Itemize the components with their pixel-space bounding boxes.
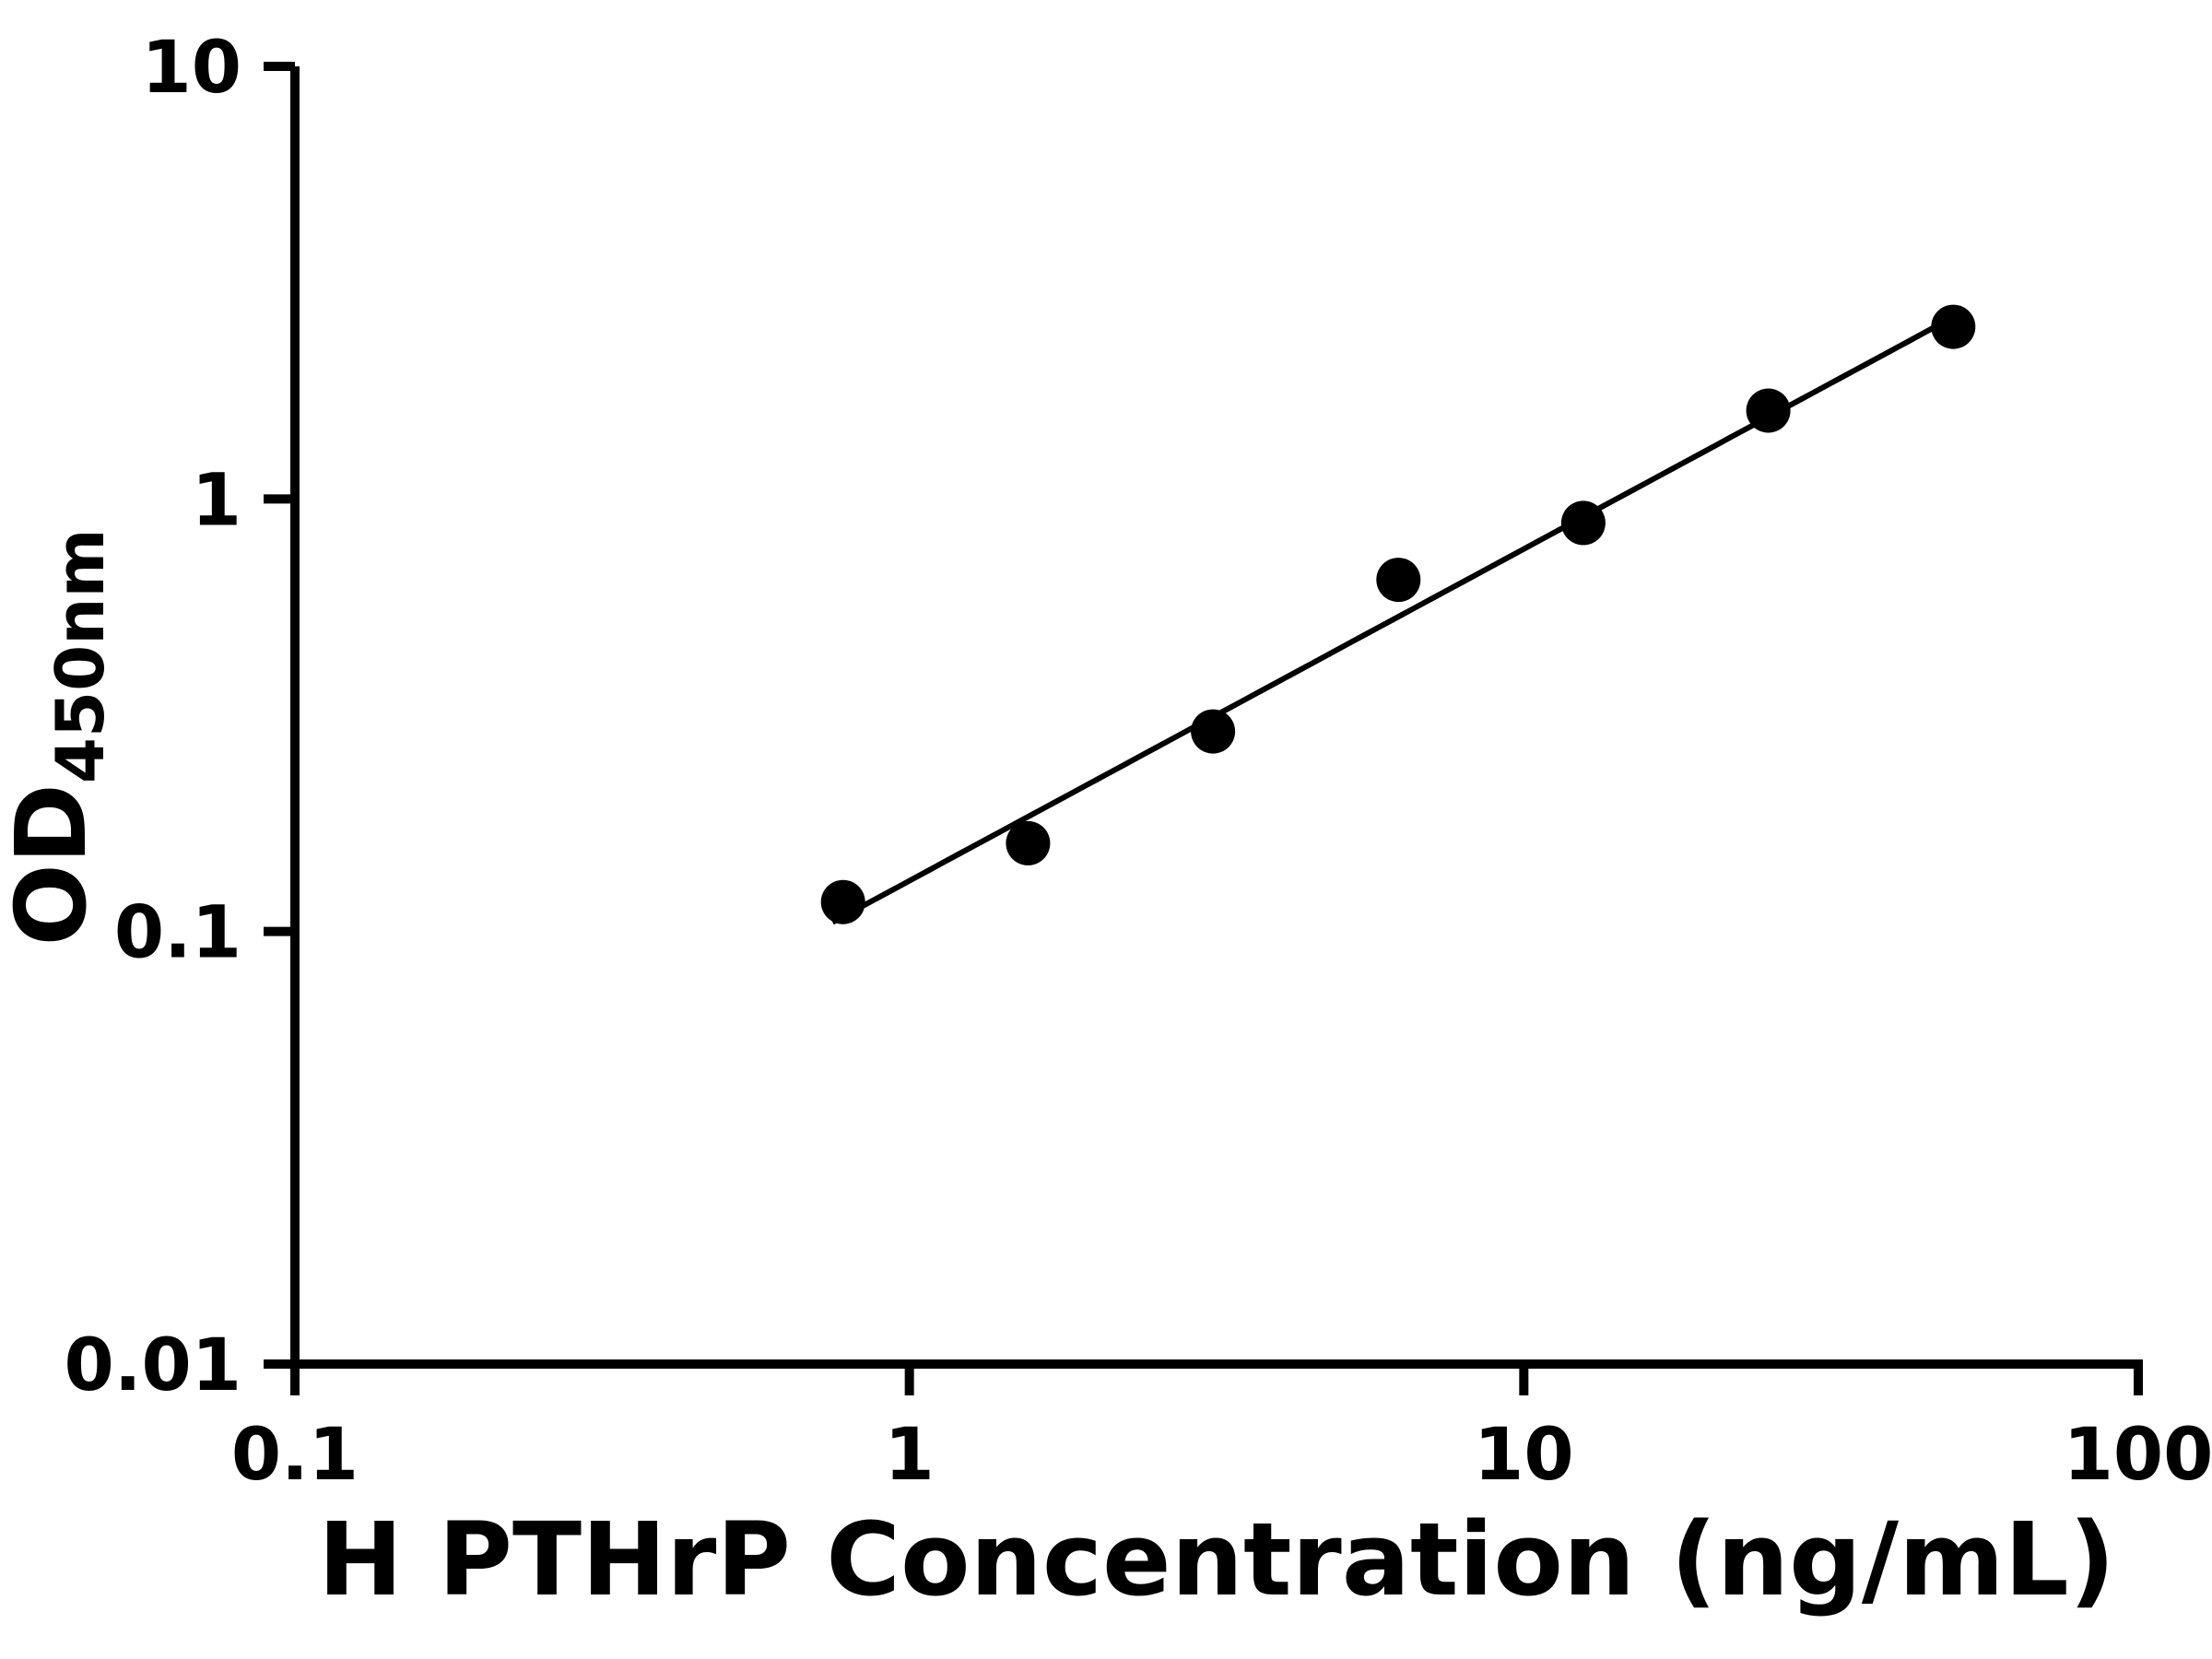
y-tick-label: 1 <box>192 459 241 542</box>
data-point <box>820 879 865 924</box>
x-axis-title: H PTHrP Concentration (ng/mL) <box>318 1500 2115 1618</box>
data-point <box>1560 500 1606 546</box>
x-tick-label: 100 <box>2064 1414 2212 1497</box>
y-axis-title-sub: 450nm <box>41 529 119 784</box>
y-tick-label: 0.01 <box>65 1324 241 1407</box>
data-point <box>1191 709 1236 754</box>
data-point <box>1006 820 1051 865</box>
data-point <box>1746 388 1791 433</box>
data-point <box>1376 558 1421 603</box>
x-tick-label: 0.1 <box>231 1414 359 1497</box>
data-point <box>1931 304 1976 349</box>
y-axis-title: OD450nm <box>0 529 119 947</box>
x-tick-label: 10 <box>1474 1414 1574 1497</box>
y-tick-label: 10 <box>141 27 241 110</box>
y-tick-label: 0.1 <box>114 892 241 975</box>
y-axis-title-main: OD <box>0 783 108 946</box>
x-tick-label: 1 <box>885 1414 935 1497</box>
